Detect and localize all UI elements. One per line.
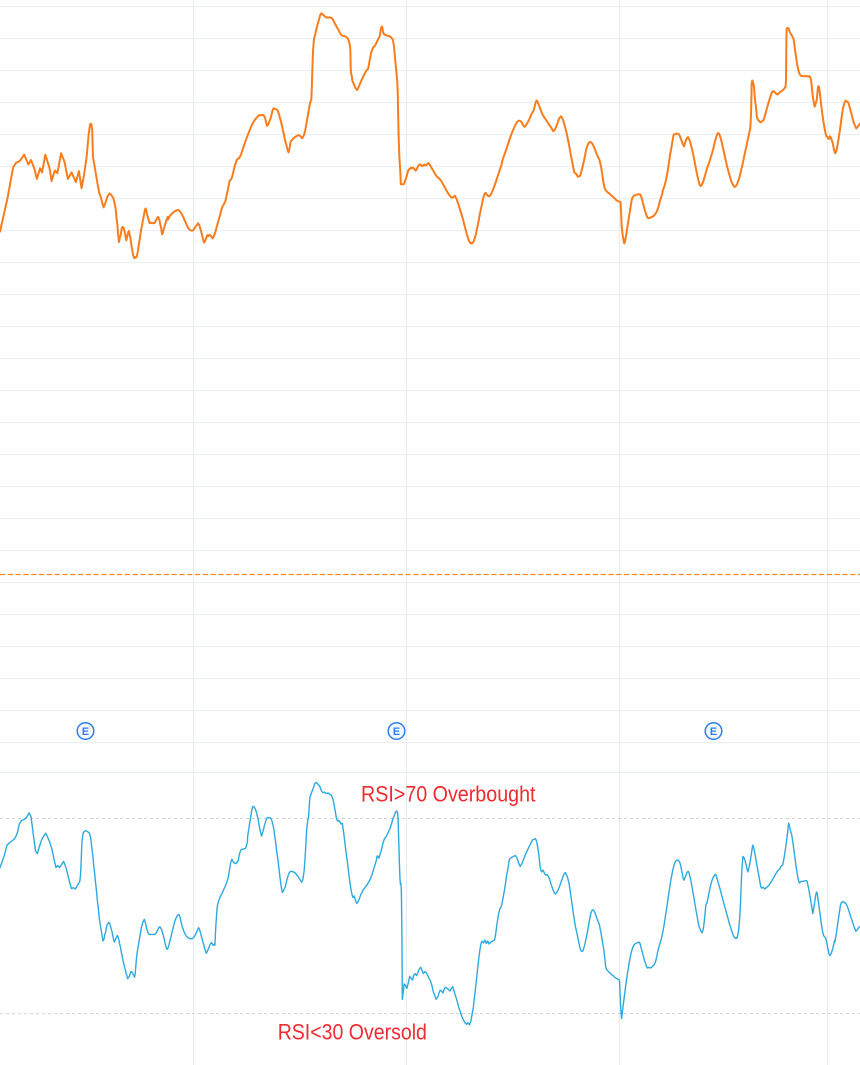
svg-text:E: E bbox=[393, 726, 400, 738]
svg-text:E: E bbox=[82, 726, 89, 738]
svg-text:E: E bbox=[710, 726, 717, 738]
svg-text:RSI>70 Overbought: RSI>70 Overbought bbox=[361, 782, 536, 807]
svg-text:RSI<30 Oversold: RSI<30 Oversold bbox=[278, 1020, 427, 1045]
